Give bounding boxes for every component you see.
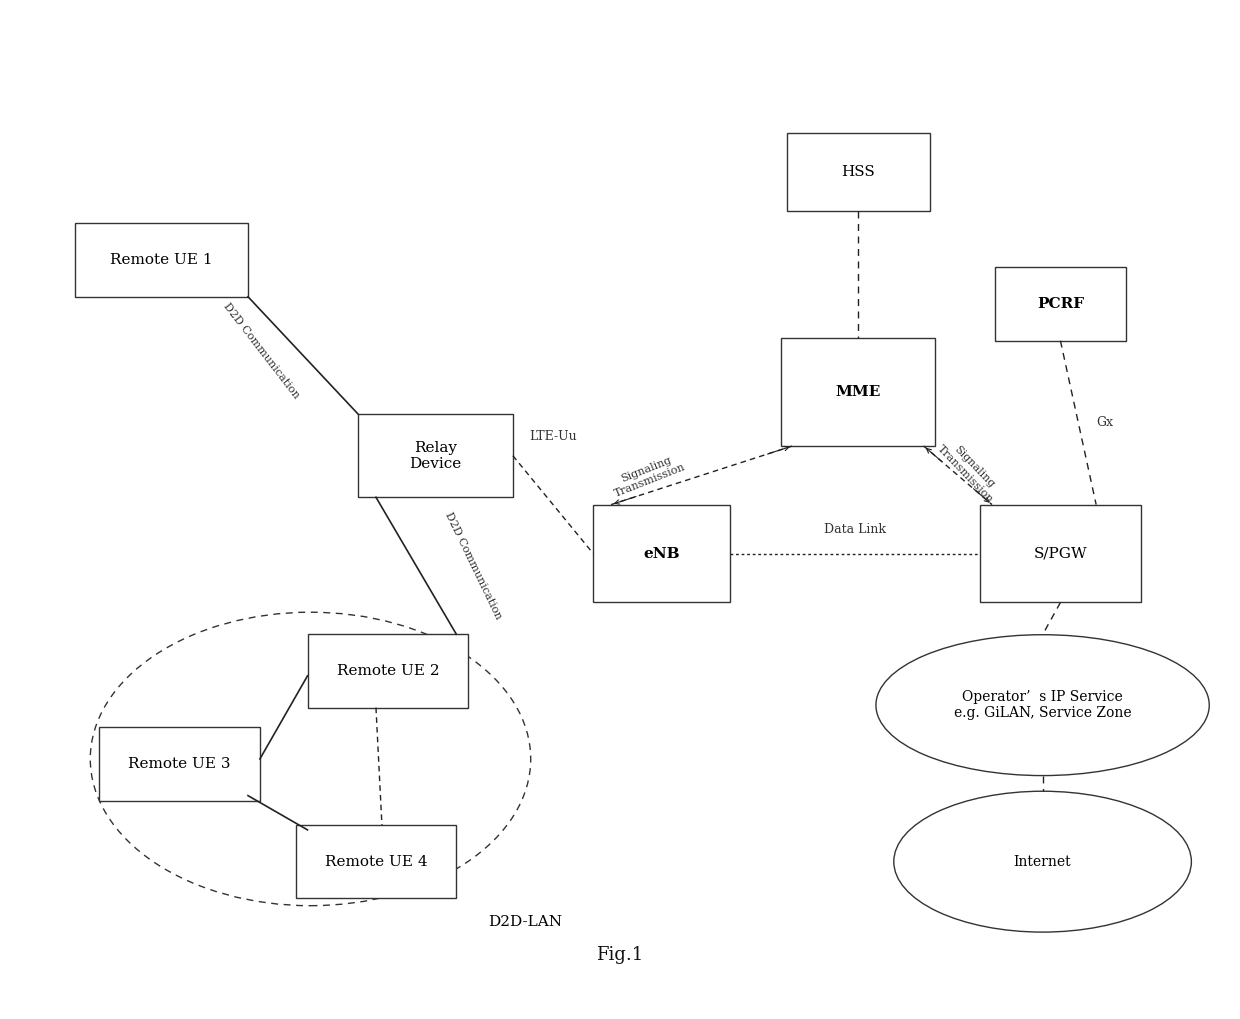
Ellipse shape <box>894 791 1192 932</box>
Ellipse shape <box>91 612 531 906</box>
Text: Fig.1: Fig.1 <box>596 946 644 964</box>
Text: LTE-Uu: LTE-Uu <box>529 430 577 443</box>
Text: Signaling
Transmission: Signaling Transmission <box>609 451 687 499</box>
FancyBboxPatch shape <box>786 132 930 211</box>
Text: Remote UE 1: Remote UE 1 <box>110 253 213 267</box>
Text: Signaling
Transmission: Signaling Transmission <box>936 435 1003 505</box>
Text: D2D-LAN: D2D-LAN <box>487 915 562 929</box>
Text: Remote UE 3: Remote UE 3 <box>128 757 231 770</box>
FancyBboxPatch shape <box>99 728 260 801</box>
Text: D2D Communication: D2D Communication <box>443 511 503 621</box>
FancyBboxPatch shape <box>781 338 935 446</box>
FancyBboxPatch shape <box>308 634 469 707</box>
Ellipse shape <box>875 635 1209 775</box>
Text: MME: MME <box>836 385 880 399</box>
Text: Internet: Internet <box>1014 855 1071 868</box>
Text: Remote UE 4: Remote UE 4 <box>325 855 428 868</box>
FancyBboxPatch shape <box>358 414 513 497</box>
Text: PCRF: PCRF <box>1037 298 1084 311</box>
Text: eNB: eNB <box>644 546 680 560</box>
FancyBboxPatch shape <box>980 504 1141 602</box>
Text: S/PGW: S/PGW <box>1034 546 1087 560</box>
Text: D2D Communication: D2D Communication <box>222 301 301 400</box>
FancyBboxPatch shape <box>593 504 730 602</box>
Text: Remote UE 2: Remote UE 2 <box>336 664 439 678</box>
FancyBboxPatch shape <box>295 825 456 899</box>
Text: Data Link: Data Link <box>825 523 887 536</box>
Text: HSS: HSS <box>841 165 875 179</box>
Text: Relay
Device: Relay Device <box>409 440 461 471</box>
Text: Gx: Gx <box>1096 416 1114 429</box>
FancyBboxPatch shape <box>76 223 248 297</box>
FancyBboxPatch shape <box>994 267 1126 340</box>
Text: Operator’  s IP Service
e.g. GiLAN, Service Zone: Operator’ s IP Service e.g. GiLAN, Servi… <box>954 690 1131 720</box>
